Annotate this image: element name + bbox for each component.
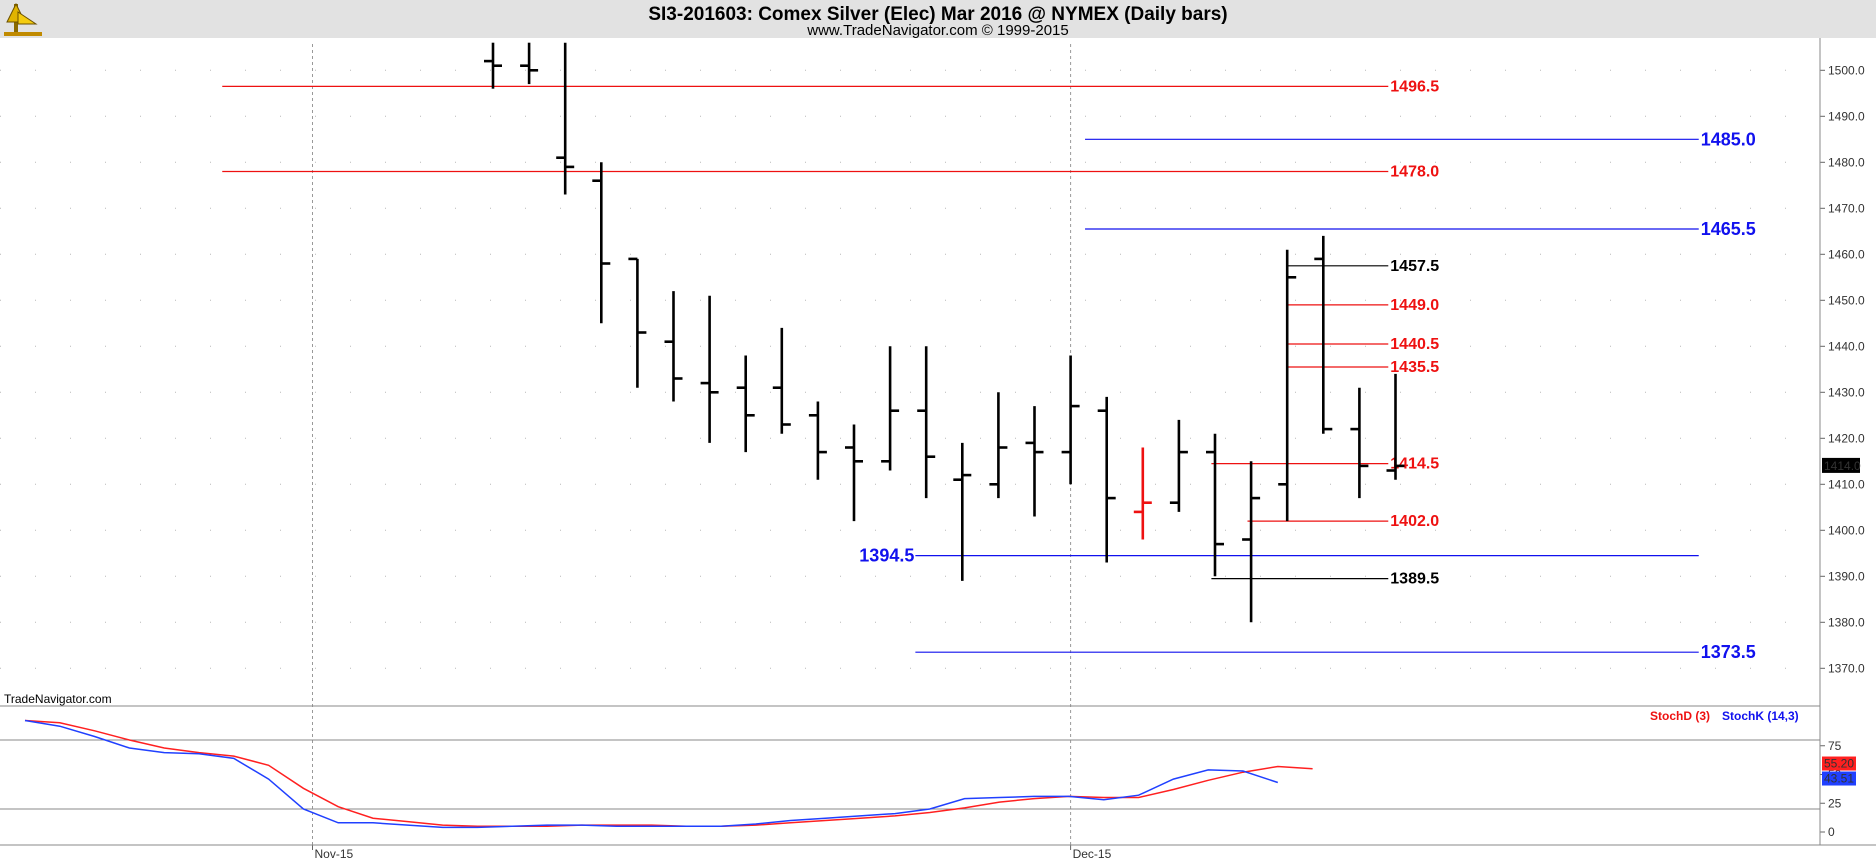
ohlc-bar: [845, 424, 863, 522]
price-tick-label: 1500.0: [1828, 63, 1865, 77]
stoch-tick-label: 25: [1828, 796, 1842, 810]
ohlc-bar: [1350, 387, 1369, 499]
date-tick-label: Dec-15: [1073, 847, 1112, 861]
price-tick-label: 1370.0: [1828, 661, 1865, 675]
price-tick-label: 1460.0: [1828, 247, 1865, 261]
ohlc-bar: [1169, 419, 1188, 512]
level-label: 1389.5: [1390, 571, 1439, 588]
legend-stochd: StochD (3): [1650, 709, 1710, 723]
price-tick-label: 1480.0: [1828, 155, 1865, 169]
ohlc-bar: [1133, 447, 1152, 540]
price-tick-label: 1450.0: [1828, 293, 1865, 307]
last-stochk-label: 43.51: [1824, 772, 1854, 786]
level-label: 1457.5: [1390, 258, 1439, 275]
ohlc-bar: [989, 392, 1008, 499]
ohlc-bar: [700, 295, 719, 443]
watermark: TradeNavigator.com: [4, 692, 112, 706]
level-label: 1485.0: [1701, 129, 1756, 149]
level-label: 1373.5: [1701, 642, 1756, 662]
ohlc-bar: [1278, 249, 1297, 522]
price-tick-label: 1430.0: [1828, 385, 1865, 399]
date-axis: Nov-15 Dec-15: [312, 845, 1112, 861]
logo: [4, 2, 42, 36]
level-label: 1402.0: [1390, 513, 1439, 530]
level-label: 1414.5: [1390, 456, 1439, 473]
level-label: 1440.5: [1390, 336, 1439, 353]
ohlc-bar: [664, 291, 683, 402]
last-stochd-box: [1822, 756, 1856, 771]
ohlc-bar: [736, 355, 755, 453]
level-label: 1496.5: [1390, 78, 1439, 95]
ohlc-bar: [917, 346, 936, 499]
ohlc-bar: [1314, 235, 1333, 434]
ohlc-bar: [1206, 433, 1224, 577]
ohlc-bars: [484, 42, 1405, 623]
ohlc-bar: [808, 401, 827, 480]
ohlc-bar: [484, 42, 502, 89]
price-tick-label: 1380.0: [1828, 615, 1865, 629]
date-tick-label: Nov-15: [315, 847, 354, 861]
ohlc-bar: [1061, 355, 1080, 485]
last-price-box: [1822, 457, 1860, 473]
ohlc-bar: [1025, 406, 1044, 517]
ohlc-bar: [1097, 396, 1116, 563]
ohlc-bar: [953, 442, 972, 581]
ohlc-bar: [1242, 461, 1261, 623]
ohlc-bar: [520, 42, 539, 85]
legend-stochk: StochK (14,3): [1722, 709, 1799, 723]
chart-title: SI3-201603: Comex Silver (Elec) Mar 2016…: [648, 4, 1227, 25]
stochk-line: [24, 719, 1279, 829]
ohlc-bar: [772, 327, 791, 434]
level-label: 1465.5: [1701, 219, 1756, 239]
price-panel: 1496.5 1478.0 1485.0 1465.5 1457.5 1449.0 1440…: [0, 42, 1865, 845]
level-label: 1394.5: [859, 546, 914, 566]
level-label: 1435.5: [1390, 359, 1439, 376]
price-tick-label: 1390.0: [1828, 569, 1865, 583]
price-tick-label: 1410.0: [1828, 477, 1865, 491]
level-label: 1478.0: [1390, 164, 1439, 181]
ohlc-bar: [592, 162, 611, 324]
price-tick-label: 1420.0: [1828, 431, 1865, 445]
ohlc-bar: [556, 42, 575, 195]
price-grid: [0, 44, 1820, 845]
stochastic-lines: [24, 719, 1313, 829]
last-stochk-box: [1822, 771, 1856, 786]
ohlc-bar: [1386, 373, 1405, 480]
last-stochd-label: 55.20: [1824, 757, 1854, 771]
last-price-label: 1414.0: [1824, 459, 1861, 473]
stoch-tick-label: 0: [1828, 825, 1835, 839]
price-tick-label: 1440.0: [1828, 339, 1865, 353]
price-tick-label: 1490.0: [1828, 109, 1865, 123]
level-label: 1449.0: [1390, 297, 1439, 314]
price-axis: 1370.0 1380.0 1390.0 1400.0 1410.0 1420.0 1430…: [1820, 63, 1865, 675]
header-band: [0, 0, 1876, 38]
price-tick-label: 1470.0: [1828, 201, 1865, 215]
ohlc-bar: [881, 346, 900, 471]
stoch-tick-label: 75: [1828, 739, 1842, 753]
chart-subtitle: www.TradeNavigator.com © 1999-2015: [806, 22, 1068, 39]
ohlc-bar: [628, 257, 647, 388]
price-tick-label: 1400.0: [1828, 523, 1865, 537]
